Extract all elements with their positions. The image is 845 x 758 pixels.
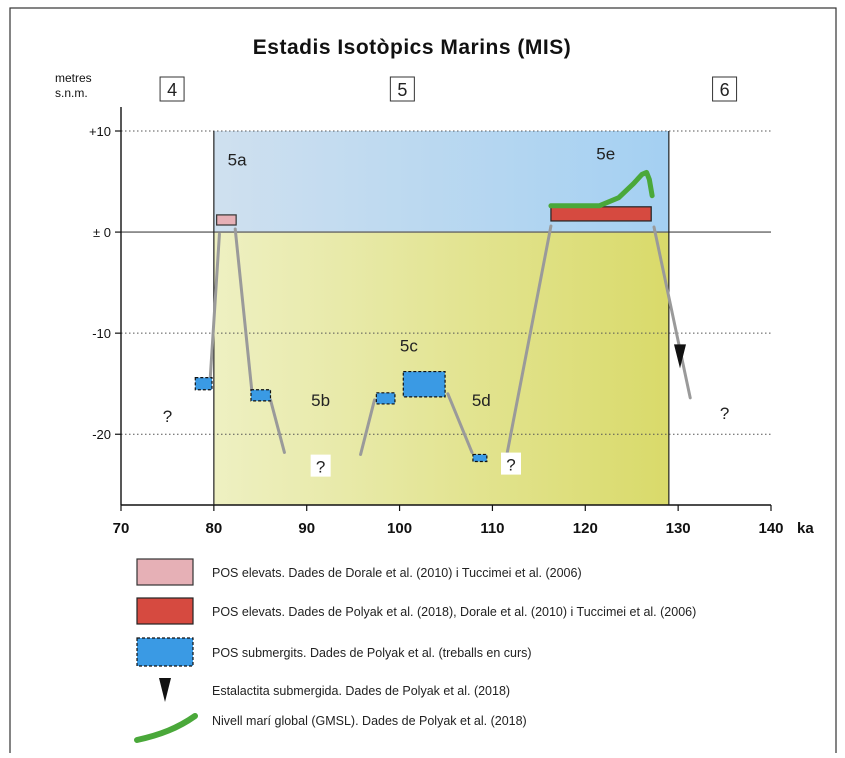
legend-item-pink-text: POS elevats. Dades de Dorale et al. (201… [212,566,582,580]
gridlines [121,130,771,435]
x-tick-label: 70 [113,520,130,537]
y-axis-label-line2: s.n.m. [55,86,88,100]
blue-bar [375,392,396,405]
trend-segment-6 [652,225,692,400]
chart-title: Estadis Isotòpics Marins (MIS) [253,36,571,59]
gmsl-line [548,169,655,209]
x-tick-label: 140 [758,520,783,537]
blue-bar [250,389,272,402]
legend-item-triangle-text: Estalactita submergida. Dades de Polyak … [212,684,510,698]
x-tick-label: 90 [298,520,315,537]
question-mark-2: ? [506,456,515,475]
legend-item-blue-text: POS submergits. Dades de Polyak et al. (… [212,646,532,660]
trend-segment-5 [505,224,553,454]
stalactite-marker [674,344,686,369]
blue-bar [402,370,446,398]
question-mark-bg-0 [157,404,178,427]
y-tick-label: -10 [92,326,111,341]
legend-item-triangle-swatch [159,678,171,702]
substage-label-5e: 5e [596,144,615,163]
legend-item-pink-swatch [136,558,194,586]
question-mark-bg-1 [310,454,331,477]
y-tick-label: ± 0 [93,225,111,240]
x-tick-label: 130 [666,520,691,537]
stage-box-6 [712,76,738,102]
trend-segment-4 [446,392,474,454]
x-axis-unit: ka [797,520,814,537]
question-mark-0: ? [163,407,172,426]
stage-box-4 [159,76,185,102]
question-mark-1: ? [316,458,325,477]
x-tick-label: 120 [573,520,598,537]
legend: POS elevats. Dades de Dorale et al. (201… [134,558,696,743]
question-mark-3: ? [720,404,729,423]
zone-below-sea-level [213,232,669,505]
substage-label-5d: 5d [472,391,491,410]
red-bar [550,206,652,222]
pink-bar [216,214,237,226]
stage-label-6: 6 [720,80,730,100]
gray-trend-lines [208,224,692,456]
stage-boxes: 4 5 6 [159,76,738,102]
y-tick-label: -20 [92,427,111,442]
legend-item-red-swatch [136,597,194,625]
stage-label-5: 5 [397,80,407,100]
trend-segment-1 [233,227,254,394]
blue-bar [194,377,213,391]
stage-label-4: 4 [167,80,177,100]
x-tick-label: 110 [480,520,504,537]
substage-label-5b: 5b [311,391,330,410]
question-mark-bg-3 [714,401,735,424]
legend-item-blue-swatch [136,637,194,667]
y-tick-label: +10 [89,124,111,139]
annotations: 5a 5b 5c 5d 5e???? [157,144,735,477]
x-tick-label: 80 [206,520,223,537]
blue-bar [472,453,488,463]
trend-segment-0 [208,232,221,382]
question-mark-bg-2 [501,452,521,475]
x-tick-label: 100 [387,520,412,537]
substage-label-5c: 5c [400,336,418,355]
legend-item-green-swatch [134,713,198,743]
stage-box-5 [389,76,415,102]
trend-segment-2 [269,398,286,454]
trend-segment-3 [359,398,376,456]
figure-frame [9,7,837,758]
y-axis-label-line1: metres [55,71,92,85]
data-bars [194,206,652,463]
legend-item-red-text: POS elevats. Dades de Polyak et al. (201… [212,605,696,619]
background-zones [213,131,669,505]
gmsl-curve [548,169,686,369]
legend-item-green-text: Nivell marí global (GMSL). Dades de Poly… [212,714,527,728]
substage-label-5a: 5a [228,150,247,169]
